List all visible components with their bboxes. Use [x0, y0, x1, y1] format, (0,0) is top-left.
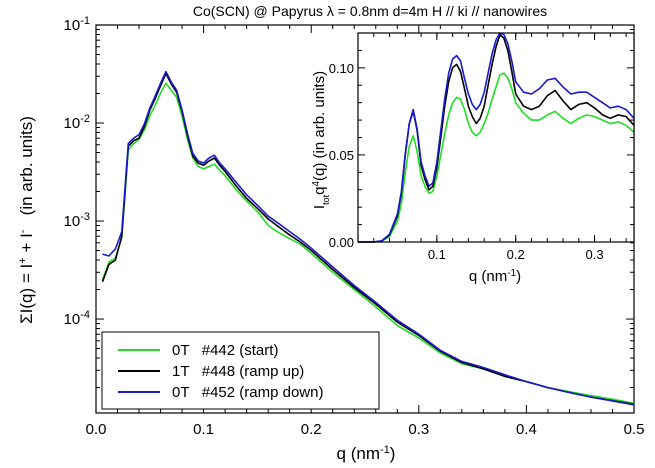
- x-tick-label: 0.1: [193, 421, 214, 438]
- x-tick-label: 0.3: [408, 421, 429, 438]
- inset-axes: 0.1 0.2 0.3 0.00 0.05 0.10: [329, 32, 635, 262]
- x-tick-label: 0.5: [624, 421, 645, 438]
- inset-series-line-start: [358, 72, 635, 243]
- y-tick-label: 10-3: [64, 211, 90, 230]
- x-tick-label: 0.2: [301, 421, 322, 438]
- inset-y-tick-label: 0.05: [329, 148, 354, 163]
- inset-x-tick-label: 0.3: [586, 247, 604, 262]
- x-tick-label: 0.4: [516, 421, 537, 438]
- x-axis-label: q (nm-1): [337, 444, 396, 463]
- legend-label-ramp-down: 0T #452 (ramp down): [172, 384, 323, 401]
- inset-x-tick-label: 0.1: [428, 247, 446, 262]
- series-line-ramp-down: [102, 70, 635, 406]
- y-tick-label: 10-4: [64, 309, 90, 328]
- legend-label-start: 0T #442 (start): [172, 342, 278, 359]
- y-axis-label: ΣI(q) = I+ + I- (in arb. units): [17, 116, 36, 324]
- inset-y-tick-label: 0.00: [329, 235, 354, 250]
- inset-x-axis-label: q (nm-1): [469, 268, 521, 286]
- inset-y-axis-label: Itotq4(q) (in arb. units): [311, 71, 332, 209]
- main-series-group: [101, 70, 635, 406]
- y-tick-label: 10-2: [64, 113, 90, 132]
- legend-label-ramp-up: 1T #448 (ramp up): [172, 363, 304, 380]
- legend: 0T #442 (start) 1T #448 (ramp up) 0T #452 …: [101, 331, 380, 410]
- x-tick-label: 0.0: [86, 421, 107, 438]
- inset-series-group: [358, 32, 635, 243]
- y-tick-label: 10-1: [64, 15, 90, 34]
- inset-series-line-ramp-down: [358, 32, 635, 243]
- inset-x-tick-label: 0.2: [507, 247, 525, 262]
- inset-y-tick-label: 0.10: [329, 61, 354, 76]
- inset-background: [358, 33, 634, 242]
- chart-title: Co(SCN) @ Papyrus λ = 0.8nm d=4m H // ki…: [193, 3, 547, 19]
